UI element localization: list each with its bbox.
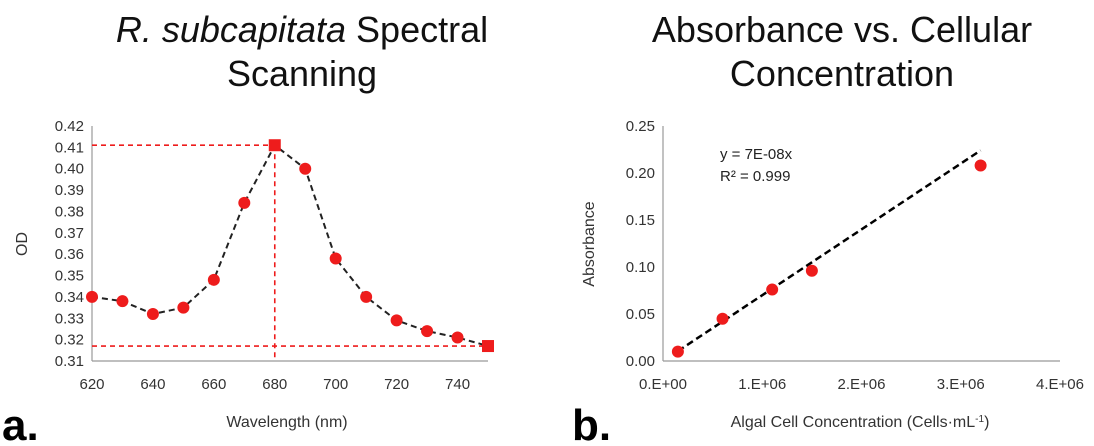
- panel-a-y-tick-3: 0.34: [55, 289, 84, 306]
- panel-b-data-points: [671, 159, 987, 358]
- panel-a-x-axis-label: Wavelength (nm): [226, 414, 347, 431]
- panel-b-title-line1: Absorbance vs. Cellular: [652, 9, 1032, 50]
- panel-a-point-8: [329, 252, 342, 265]
- panel-a-square-marker-13: [482, 340, 494, 353]
- panel-a-title-rest: Spectral: [346, 9, 488, 50]
- panel-b-y-tick-labels: 0.00 0.05 0.10 0.15 0.20 0.25: [626, 118, 655, 370]
- panel-a-point-0: [86, 290, 98, 303]
- panel-b-x-tick-0: 0.E+00: [639, 376, 687, 393]
- panel-a-title-line1: R. subcapitata Spectral: [116, 9, 488, 50]
- panel-b-y-tick-0: 0.00: [626, 353, 655, 370]
- panel-b-point-1: [716, 312, 729, 325]
- panel-b-x-tick-4: 4.E+06: [1036, 376, 1084, 393]
- panel-a-x-tick-3: 680: [262, 376, 287, 393]
- panel-b-x-tick-2: 2.E+06: [838, 376, 886, 393]
- panel-a-y-tick-11: 0.42: [55, 118, 84, 135]
- panel-b-equation: y = 7E-08x: [720, 146, 793, 163]
- panel-b-x-tick-labels: 0.E+00 1.E+06 2.E+06 3.E+06 4.E+06: [639, 376, 1084, 393]
- panel-a-y-tick-1: 0.32: [55, 332, 84, 349]
- panel-b-point-3: [805, 264, 818, 277]
- panel-a-y-tick-8: 0.39: [55, 182, 84, 199]
- panel-a-y-tick-10: 0.41: [55, 139, 84, 156]
- panel-b-y-tick-2: 0.10: [626, 259, 655, 276]
- panel-a-y-tick-5: 0.36: [55, 246, 84, 263]
- panel-b-point-0: [671, 345, 684, 358]
- panel-b-title-line2: Concentration: [730, 53, 954, 94]
- panel-a-x-tick-1: 640: [140, 376, 165, 393]
- panel-b-x-tick-1: 1.E+06: [738, 376, 786, 393]
- panel-a-x-tick-0: 620: [79, 376, 104, 393]
- panel-a-point-5: [238, 196, 251, 209]
- panel-a-point-9: [360, 290, 373, 303]
- panel-a-point-3: [177, 301, 190, 314]
- panel-b-y-tick-4: 0.20: [626, 165, 655, 182]
- panel-b-y-axis-label: Absorbance: [581, 201, 598, 286]
- panel-a-title-italic: R. subcapitata: [116, 9, 346, 50]
- panel-b-x-axis-label-end: ): [984, 414, 989, 431]
- panel-a-label: a.: [2, 401, 39, 446]
- panel-a-point-4: [207, 273, 220, 286]
- panel-b-x-tick-3: 3.E+06: [937, 376, 985, 393]
- panel-a-y-tick-9: 0.40: [55, 161, 84, 178]
- panel-b-point-2: [766, 283, 779, 296]
- panel-a-point-2: [146, 308, 159, 320]
- panel-a-x-tick-labels: 620 640 660 680 700 720 740: [79, 376, 470, 393]
- panel-a-y-tick-4: 0.35: [55, 268, 84, 285]
- panel-a-spectral-chart: R. subcapitata Spectral Scanning 0.310.3…: [2, 9, 494, 446]
- panel-a-y-tick-6: 0.37: [55, 225, 84, 242]
- panel-a-title-line2: Scanning: [227, 53, 377, 94]
- panel-b-y-tick-1: 0.05: [626, 306, 655, 323]
- panel-b-absorbance-chart: Absorbance vs. Cellular Concentration 0.…: [572, 9, 1084, 446]
- panel-a-y-tick-0: 0.31: [55, 353, 84, 370]
- panel-b-x-axis-label: Algal Cell Concentration (Cells·mL-1): [731, 414, 990, 432]
- panel-b-y-tick-5: 0.25: [626, 118, 655, 135]
- panel-a-y-tick-7: 0.38: [55, 203, 84, 220]
- panel-b-label: b.: [572, 401, 611, 446]
- panel-a-point-1: [116, 295, 129, 308]
- panel-a-data-points: [86, 139, 494, 353]
- panel-a-x-tick-4: 700: [323, 376, 348, 393]
- panel-a-square-marker-6: [268, 139, 281, 152]
- panel-a-point-10: [390, 314, 403, 327]
- panel-b-y-tick-3: 0.15: [626, 212, 655, 229]
- panel-a-x-tick-5: 720: [384, 376, 409, 393]
- panel-a-y-tick-2: 0.33: [55, 310, 84, 327]
- panel-b-r-squared: R² = 0.999: [720, 168, 790, 185]
- panel-a-y-tick-labels: 0.31 0.32 0.33 0.34 0.35 0.36 0.37 0.38 0.39 0.40…: [55, 118, 84, 370]
- panel-a-y-axis-label: OD: [14, 232, 31, 256]
- panel-a-point-7: [299, 162, 312, 175]
- panel-b-x-axis-label-sup: -1: [975, 414, 984, 425]
- panel-b-point-4: [974, 159, 987, 172]
- panel-a-point-12: [451, 331, 464, 344]
- panel-a-x-tick-2: 660: [201, 376, 226, 393]
- panel-a-reference-lines: [92, 144, 488, 361]
- panel-b-x-axis-label-main: Algal Cell Concentration (Cells·mL: [731, 414, 976, 431]
- panel-a-x-tick-6: 740: [445, 376, 470, 393]
- panel-a-point-11: [421, 325, 434, 338]
